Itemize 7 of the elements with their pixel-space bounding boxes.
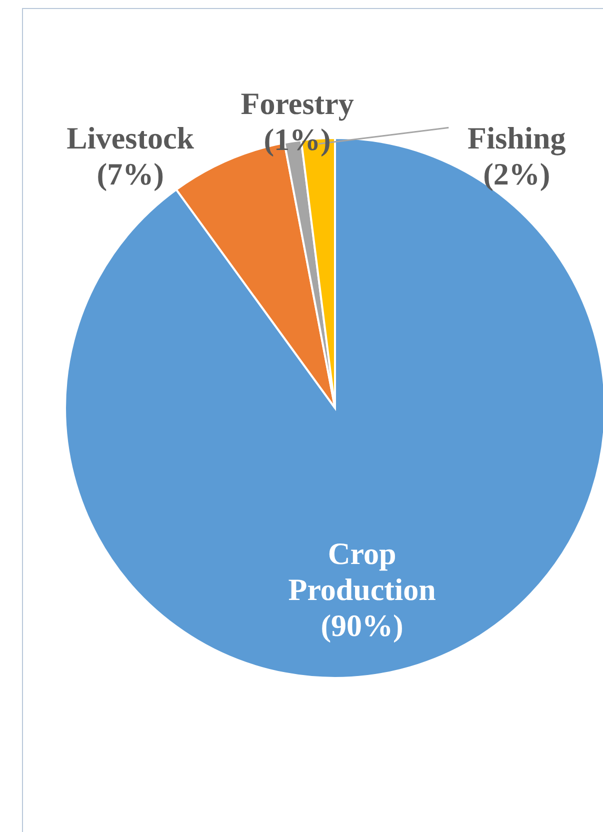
data-label: (90%) xyxy=(320,608,404,644)
slice-label: Forestry xyxy=(240,86,354,121)
slice-label: Fishing xyxy=(468,120,566,156)
slice-label: Livestock xyxy=(66,120,195,156)
slice-label: Crop Production xyxy=(288,536,436,608)
data-label: (2%) xyxy=(483,156,550,192)
data-label: (7%) xyxy=(96,156,164,192)
